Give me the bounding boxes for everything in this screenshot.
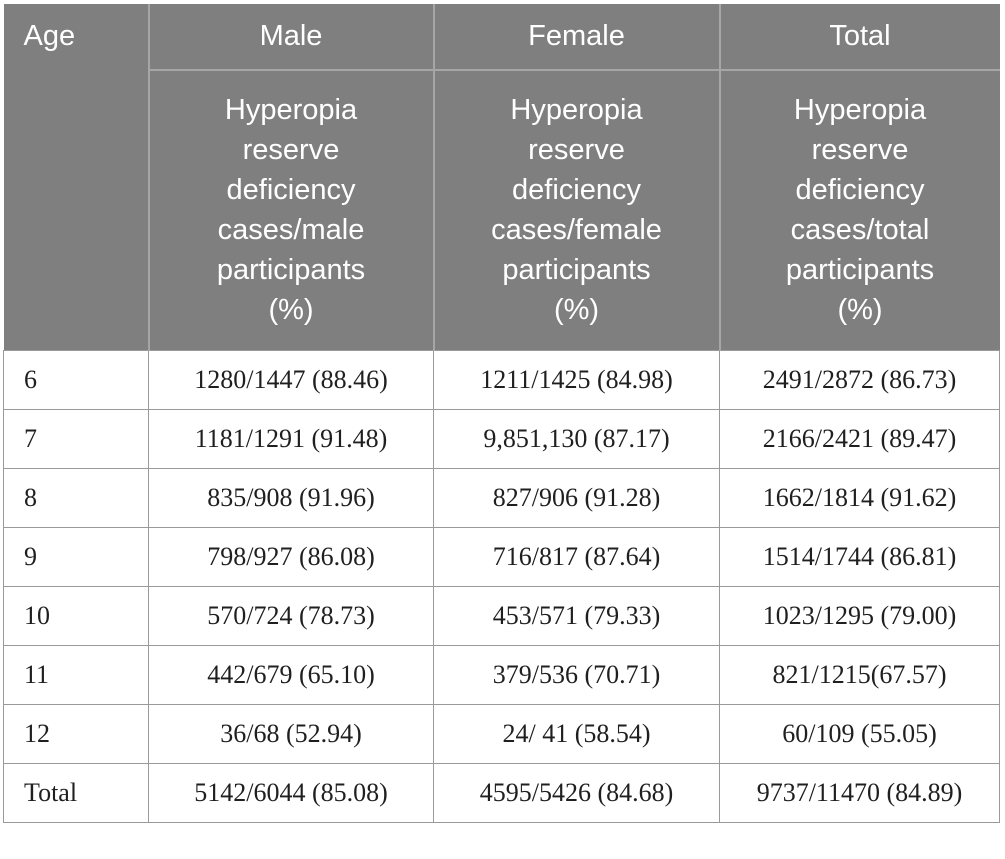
cell-female: 9,851,130 (87.17) — [433, 408, 720, 469]
table-row: 7 1181/1291 (91.48) 9,851,130 (87.17) 21… — [3, 408, 1000, 469]
subheader-female: Hyperopia reserve deficiency cases/femal… — [433, 70, 721, 350]
cell-female: 1211/1425 (84.98) — [433, 349, 720, 410]
cell-total: 821/1215(67.57) — [719, 644, 1000, 705]
header-row-groups: Age Male Female Total — [3, 4, 1000, 350]
cell-total: 1662/1814 (91.62) — [719, 467, 1000, 528]
cell-total: 2491/2872 (86.73) — [719, 349, 1000, 410]
cell-female: 716/817 (87.64) — [433, 526, 720, 587]
table-row: 8 835/908 (91.96) 827/906 (91.28) 1662/1… — [3, 467, 1000, 528]
subheader-total: Hyperopia reserve deficiency cases/total… — [719, 70, 1000, 350]
cell-male: 835/908 (91.96) — [148, 467, 434, 528]
cell-age: 11 — [3, 644, 149, 705]
cell-female: 4595/5426 (84.68) — [433, 762, 720, 823]
cell-total: 1514/1744 (86.81) — [719, 526, 1000, 587]
table-row: Total 5142/6044 (85.08) 4595/5426 (84.68… — [3, 762, 1000, 823]
hyperopia-deficiency-table: Age Male Female Total Hyperopia reserve … — [3, 4, 1000, 823]
table-row: 6 1280/1447 (88.46) 1211/1425 (84.98) 24… — [3, 349, 1000, 410]
cell-age: 7 — [3, 408, 149, 469]
cell-female: 379/536 (70.71) — [433, 644, 720, 705]
cell-age: 8 — [3, 467, 149, 528]
cell-total: 9737/11470 (84.89) — [719, 762, 1000, 823]
table-row: 12 36/68 (52.94) 24/ 41 (58.54) 60/109 (… — [3, 703, 1000, 764]
column-header-male: Male — [148, 4, 435, 71]
table-row: 9 798/927 (86.08) 716/817 (87.64) 1514/1… — [3, 526, 1000, 587]
cell-male: 442/679 (65.10) — [148, 644, 434, 705]
cell-male: 1280/1447 (88.46) — [148, 349, 434, 410]
cell-age: 10 — [3, 585, 149, 646]
subheader-male: Hyperopia reserve deficiency cases/male … — [148, 70, 435, 350]
cell-female: 453/571 (79.33) — [433, 585, 720, 646]
cell-age: Total — [3, 762, 149, 823]
cell-male: 5142/6044 (85.08) — [148, 762, 434, 823]
table-header: Age Male Female Total Hyperopia reserve … — [3, 4, 1000, 350]
cell-female: 827/906 (91.28) — [433, 467, 720, 528]
table-row: 10 570/724 (78.73) 453/571 (79.33) 1023/… — [3, 585, 1000, 646]
cell-total: 60/109 (55.05) — [719, 703, 1000, 764]
cell-male: 1181/1291 (91.48) — [148, 408, 434, 469]
cell-age: 6 — [3, 349, 149, 410]
cell-age: 12 — [3, 703, 149, 764]
cell-male: 36/68 (52.94) — [148, 703, 434, 764]
header-row-subheaders: Hyperopia reserve deficiency cases/male … — [4, 70, 1000, 350]
column-header-female: Female — [433, 4, 721, 71]
cell-age: 9 — [3, 526, 149, 587]
cell-male: 570/724 (78.73) — [148, 585, 434, 646]
cell-male: 798/927 (86.08) — [148, 526, 434, 587]
table-body: 6 1280/1447 (88.46) 1211/1425 (84.98) 24… — [3, 349, 1000, 823]
cell-total: 2166/2421 (89.47) — [719, 408, 1000, 469]
cell-female: 24/ 41 (58.54) — [433, 703, 720, 764]
cell-total: 1023/1295 (79.00) — [719, 585, 1000, 646]
column-header-total: Total — [719, 4, 1000, 71]
column-header-age: Age — [3, 4, 150, 350]
table-row: 11 442/679 (65.10) 379/536 (70.71) 821/1… — [3, 644, 1000, 705]
